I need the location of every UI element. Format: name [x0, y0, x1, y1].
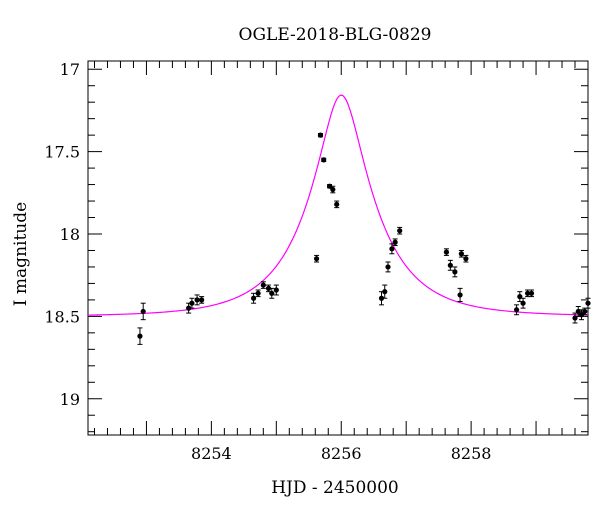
y-tick-label: 17: [60, 60, 80, 79]
data-point: [517, 291, 523, 303]
y-tick-label: 19: [60, 390, 80, 409]
x-tick-label: 8254: [191, 444, 232, 463]
data-point: [265, 284, 272, 293]
tick-labels: 8254 8256 8258 17 17.5 18 18.5 19: [44, 60, 491, 463]
point-marker: [186, 305, 192, 311]
point-marker: [392, 239, 398, 245]
data-point: [397, 226, 403, 235]
point-marker: [260, 282, 266, 288]
y-axis-label: I magnitude: [11, 202, 31, 306]
data-point: [313, 254, 320, 263]
data-points: [137, 132, 591, 345]
point-marker: [330, 186, 336, 193]
point-marker: [250, 295, 257, 301]
point-marker: [273, 287, 279, 293]
point-marker: [585, 300, 591, 306]
point-marker: [525, 290, 531, 296]
point-marker: [199, 297, 205, 303]
point-marker: [457, 292, 463, 298]
data-point: [140, 302, 146, 321]
plot-frame: [87, 60, 589, 436]
point-marker: [326, 183, 333, 189]
data-point: [443, 248, 450, 256]
point-marker: [382, 289, 388, 295]
point-marker: [137, 333, 143, 339]
data-point: [447, 259, 453, 271]
point-marker: [443, 249, 450, 255]
point-marker: [321, 157, 327, 163]
data-point: [321, 157, 327, 163]
point-marker: [389, 246, 395, 252]
data-point: [513, 304, 520, 316]
point-marker: [513, 307, 520, 313]
x-axis-label: HJD - 2450000: [271, 478, 399, 498]
data-point: [330, 185, 336, 194]
data-point: [585, 297, 591, 309]
data-point: [255, 289, 261, 298]
point-marker: [255, 290, 261, 296]
y-tick-label: 18: [60, 225, 80, 244]
data-point: [389, 243, 395, 255]
point-marker: [269, 290, 275, 296]
data-point: [382, 284, 388, 299]
chart-title: OGLE-2018-BLG-0829: [239, 25, 432, 45]
data-point: [260, 281, 266, 289]
point-marker: [189, 300, 195, 306]
point-marker: [313, 256, 320, 262]
data-point: [457, 287, 463, 303]
y-tick-label: 18.5: [44, 307, 80, 326]
point-marker: [317, 132, 324, 138]
data-point: [458, 249, 464, 258]
point-marker: [582, 308, 588, 315]
data-point: [317, 132, 324, 138]
point-marker: [463, 256, 469, 262]
data-point: [273, 284, 279, 296]
point-marker: [334, 201, 340, 207]
data-point: [326, 183, 333, 189]
point-marker: [265, 285, 272, 291]
data-point: [452, 266, 458, 278]
point-marker: [447, 262, 453, 268]
axis-ticks: [88, 61, 589, 435]
data-point: [194, 294, 200, 306]
point-marker: [397, 228, 403, 234]
data-point: [385, 261, 391, 273]
data-point: [199, 296, 205, 304]
data-point: [520, 297, 526, 309]
point-marker: [578, 312, 585, 318]
data-point: [250, 292, 257, 304]
point-marker: [378, 295, 385, 301]
point-marker: [520, 300, 526, 306]
point-marker: [458, 251, 464, 257]
data-point: [528, 289, 535, 298]
data-point: [189, 297, 195, 309]
data-point: [378, 291, 385, 306]
point-marker: [194, 297, 200, 303]
point-marker: [528, 290, 535, 296]
data-point: [269, 287, 275, 299]
data-point: [392, 238, 398, 247]
point-marker: [385, 264, 391, 270]
data-point: [186, 302, 192, 314]
x-tick-label: 8256: [321, 444, 362, 463]
data-point: [137, 327, 143, 345]
data-point: [463, 254, 469, 263]
x-tick-label: 8258: [451, 444, 492, 463]
data-point: [334, 200, 340, 209]
point-marker: [452, 269, 458, 275]
point-marker: [140, 308, 146, 315]
model-curve: [87, 94, 589, 316]
y-tick-label: 17.5: [44, 143, 80, 162]
